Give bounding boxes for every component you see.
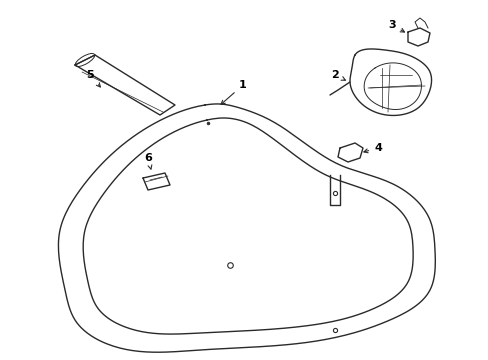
Text: 3: 3 [387,20,404,32]
Text: 2: 2 [330,70,345,80]
Text: 4: 4 [363,143,381,153]
Text: 6: 6 [144,153,152,169]
Text: 1: 1 [221,80,246,104]
Text: 5: 5 [86,70,100,87]
